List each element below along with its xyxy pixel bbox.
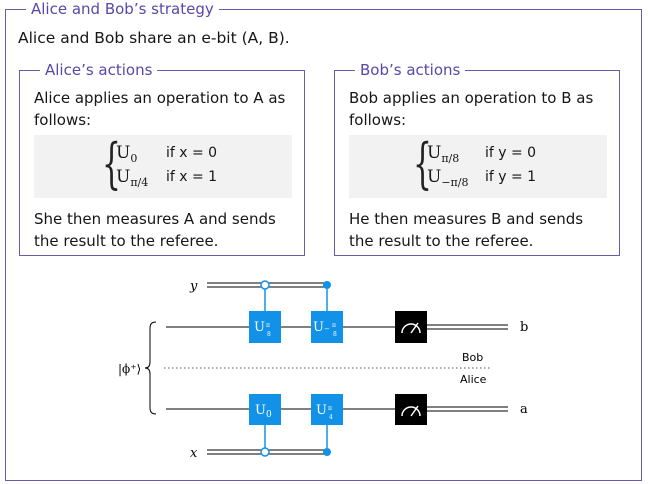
alice-actions-title: Alice’s actions <box>40 61 158 79</box>
bob-case-1-cond: if y = 1 <box>485 169 537 185</box>
alice-case-0-sub: 0 <box>130 152 138 165</box>
alice-math-box: { U0 if x = 0 Uπ/4 if x = 1 <box>34 135 292 198</box>
svg-text:U: U <box>313 320 324 335</box>
svg-text:8: 8 <box>267 331 271 338</box>
bob-case-0-cond: if y = 0 <box>485 145 537 161</box>
gate-bob-u-minus-pi-8: U − π 8 <box>311 311 343 343</box>
control-open-y <box>260 280 270 290</box>
control-filled-x <box>323 448 331 456</box>
svg-text:4: 4 <box>329 414 333 421</box>
bob-case-1: U−π/8 if y = 1 <box>427 167 536 189</box>
alice-case-1-sub: π/4 <box>130 176 149 189</box>
label-b: b <box>520 320 528 335</box>
label-alice: Alice <box>460 373 487 386</box>
alice-actions-box <box>19 70 305 256</box>
bob-case-0: Uπ/8 if y = 0 <box>427 143 536 165</box>
alice-after: She then measures A and sends the result… <box>34 210 276 250</box>
strategy-title: Alice and Bob’s strategy <box>26 0 219 18</box>
label-state: |ϕ⁺⟩ <box>118 362 141 376</box>
strategy-intro: Alice and Bob share an e-bit (A, B). <box>18 29 290 47</box>
alice-case-0-op: U <box>116 143 131 163</box>
alice-case-0: U0 if x = 0 <box>116 143 217 165</box>
svg-text:0: 0 <box>266 410 272 420</box>
alice-case-1-cond: if x = 1 <box>166 169 218 185</box>
bob-case-0-op: U <box>427 143 442 163</box>
bob-case-1-sub: −π/8 <box>441 176 469 189</box>
label-x: x <box>190 446 198 461</box>
alice-brace: { <box>102 132 121 195</box>
svg-text:U: U <box>254 320 265 335</box>
bob-math-box: { Uπ/8 if y = 0 U−π/8 if y = 1 <box>349 135 607 198</box>
svg-text:8: 8 <box>333 331 337 338</box>
control-open-x <box>260 447 270 457</box>
bob-actions-box <box>334 70 620 256</box>
bob-case-1-op: U <box>427 167 442 187</box>
alice-case-0-cond: if x = 0 <box>166 145 218 161</box>
svg-text:−: − <box>324 325 330 333</box>
measure-bob-icon <box>395 311 427 343</box>
label-y: y <box>189 279 198 294</box>
bob-brace: { <box>413 132 432 195</box>
label-bob: Bob <box>462 351 483 364</box>
bob-after: He then measures B and sends the result … <box>349 210 584 250</box>
gate-alice-u-0: U 0 <box>249 394 281 425</box>
svg-text:π: π <box>332 322 336 329</box>
bob-actions-title: Bob’s actions <box>355 61 466 79</box>
measure-alice-icon <box>395 394 427 425</box>
svg-text:U: U <box>255 403 266 418</box>
control-filled-y <box>323 281 331 289</box>
svg-text:π: π <box>266 322 270 329</box>
wire-a-out <box>414 406 508 412</box>
svg-text:π: π <box>328 405 332 412</box>
ebit-bracket <box>144 321 157 415</box>
bob-case-0-sub: π/8 <box>441 152 460 165</box>
svg-text:U: U <box>316 403 327 418</box>
alice-case-1: Uπ/4 if x = 1 <box>116 167 217 189</box>
strategy-frame <box>5 9 642 481</box>
label-a: a <box>520 402 528 417</box>
gate-bob-u-pi-8: U π 8 <box>249 311 281 343</box>
alice-case-1-op: U <box>116 167 131 187</box>
gate-alice-u-pi-4: U π 4 <box>311 394 343 425</box>
bob-description: Bob applies an operation to B as follows… <box>349 89 594 129</box>
wire-b-out <box>414 324 508 330</box>
alice-description: Alice applies an operation to A as follo… <box>34 89 286 129</box>
